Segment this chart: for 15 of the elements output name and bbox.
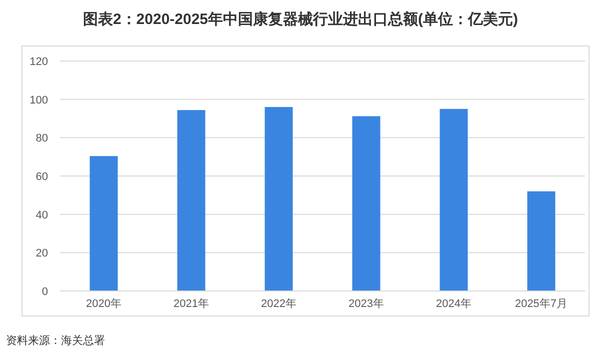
xtick: 2023年 xyxy=(348,298,384,310)
ytick: 60 xyxy=(36,171,48,183)
ytick: 100 xyxy=(30,94,48,106)
annotation: 资料来源：海关总署 xyxy=(6,335,105,347)
xtick: 2021年 xyxy=(174,298,209,310)
xtick: 2024年 xyxy=(436,298,472,310)
xtick: 2025年7月 xyxy=(514,298,568,310)
ytick: 40 xyxy=(36,209,48,222)
xtick: 2022年 xyxy=(261,298,296,310)
title: 图表2：2020-2025年中国康复器械行业进出口总额(单位：亿美元) xyxy=(82,11,518,28)
ytick: 120 xyxy=(30,56,48,68)
ytick: 20 xyxy=(36,248,48,260)
ytick: 80 xyxy=(36,132,48,145)
xtick: 2020年 xyxy=(86,298,122,310)
ytick: 0 xyxy=(42,286,48,298)
